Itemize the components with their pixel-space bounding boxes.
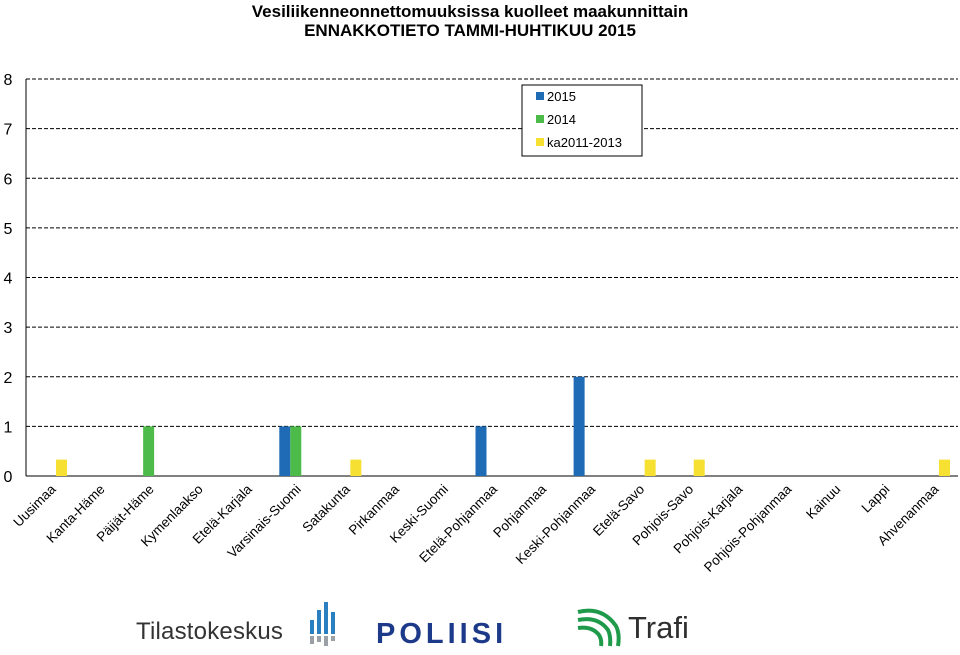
bar-ka2011-2013: [938, 459, 950, 476]
bar-2014: [290, 426, 302, 476]
y-tick-label: 7: [4, 122, 13, 139]
legend-swatch: [536, 92, 544, 100]
x-tick-label: Lappi: [859, 482, 893, 516]
y-tick-label: 8: [4, 72, 13, 89]
bar-2015: [475, 426, 487, 476]
y-tick-label: 6: [4, 171, 13, 188]
chart-subtitle: ENNAKKOTIETO TAMMI-HUHTIKUU 2015: [304, 21, 636, 40]
legend-label: 2015: [547, 89, 576, 104]
chart-title: Vesiliikenneonnettomuuksissa kuolleet ma…: [0, 2, 940, 40]
x-tick-label: Pohjois-Pohjanmaa: [701, 481, 795, 575]
tilastokeskus-logo-icon: [310, 602, 335, 646]
y-tick-label: 4: [4, 271, 13, 288]
y-tick-label: 2: [4, 370, 13, 387]
chart-title-main: Vesiliikenneonnettomuuksissa kuolleet ma…: [251, 2, 689, 21]
trafi-logo-text: Trafi: [628, 610, 689, 645]
bar-2014: [143, 426, 155, 476]
legend-swatch: [536, 115, 544, 123]
bar-2015: [573, 376, 585, 476]
trafi-logo-icon: [577, 608, 621, 647]
chart-plot: 012345678UusimaaKanta-HämePäijät-HämeKym…: [4, 72, 958, 575]
bar-2015: [279, 426, 291, 476]
poliisi-logo-text: POLIISI: [376, 618, 508, 650]
tilastokeskus-logo-text: Tilastokeskus: [136, 618, 284, 645]
bar-ka2011-2013: [56, 459, 68, 476]
logo-strip: Tilastokeskus POLIISI Trafi: [0, 590, 960, 655]
bar-ka2011-2013: [693, 459, 705, 476]
y-tick-label: 5: [4, 221, 13, 238]
legend-label: ka2011-2013: [547, 135, 622, 150]
legend-label: 2014: [547, 112, 576, 127]
legend-swatch: [536, 138, 544, 146]
y-tick-label: 1: [4, 419, 13, 436]
y-tick-label: 0: [4, 469, 13, 486]
x-tick-label: Kainuu: [803, 482, 843, 522]
x-tick-label: Uusimaa: [10, 481, 59, 530]
y-tick-label: 3: [4, 320, 13, 337]
bar-ka2011-2013: [350, 459, 362, 476]
bar-ka2011-2013: [644, 459, 656, 476]
